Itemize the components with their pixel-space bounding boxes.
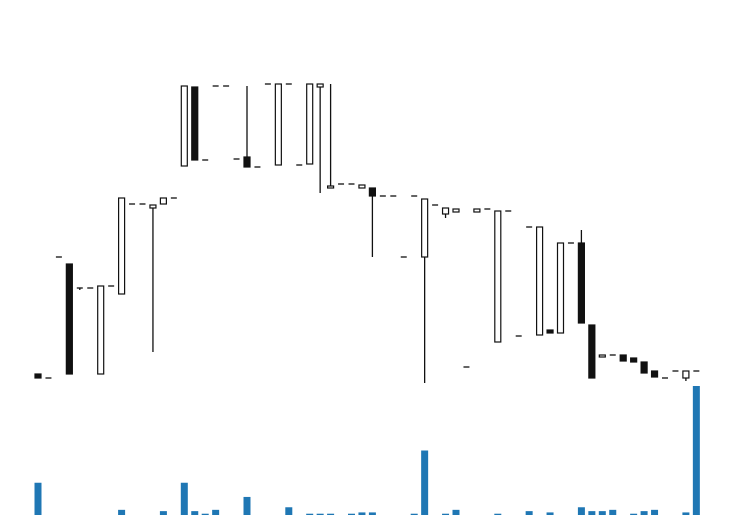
candle-body-up [473, 208, 481, 213]
candle [159, 197, 167, 205]
candle [117, 197, 126, 295]
candle [191, 86, 199, 161]
volume-bar [348, 513, 355, 515]
candle-body-down [619, 354, 627, 362]
volume-bar [682, 512, 690, 515]
volume-bar [640, 511, 648, 515]
volume-bar [212, 509, 220, 515]
candle [306, 83, 314, 165]
volume-bar [358, 512, 366, 515]
candle [556, 242, 565, 334]
candle [65, 263, 73, 375]
candle [243, 86, 251, 168]
volume-bar [368, 512, 376, 515]
volume-bar [598, 511, 606, 515]
candle [588, 324, 596, 379]
candle [682, 370, 690, 381]
candle [452, 208, 460, 213]
volume-bar [34, 482, 42, 515]
candle-body-up [117, 197, 126, 295]
volume-bar [306, 513, 314, 515]
candle [327, 84, 335, 189]
candle [473, 208, 481, 213]
candle-body-up [421, 198, 429, 258]
candle [180, 85, 188, 167]
volume-bar [588, 511, 596, 515]
candle-body-up [452, 208, 460, 213]
volume-bar [118, 509, 126, 515]
candle [76, 287, 83, 290]
candle [598, 354, 606, 358]
volume-bar [692, 386, 700, 515]
candle-body-up [598, 354, 606, 358]
candle-body-down [588, 324, 596, 379]
volume-bar [494, 513, 502, 515]
candle [97, 285, 105, 375]
candle-body-up [535, 226, 544, 336]
volume-bar [651, 509, 659, 515]
candle [358, 184, 366, 189]
candle [274, 83, 282, 166]
candle-body-up [441, 207, 450, 215]
volume-bar [421, 450, 429, 515]
volume-bar [546, 512, 554, 515]
volume-bar [609, 509, 617, 515]
candle [577, 230, 586, 324]
candle-body-down [650, 370, 659, 378]
candle-body-up [327, 185, 335, 189]
volume-bar [630, 513, 638, 515]
candle-body-up [494, 210, 502, 343]
candle [535, 226, 544, 336]
candle [494, 210, 502, 343]
volume-bar [243, 496, 251, 515]
volume-bar [159, 511, 167, 515]
candle-body-up [306, 83, 314, 165]
candle [619, 354, 627, 362]
volume-bar [410, 513, 418, 515]
candle [640, 361, 648, 374]
candle-body-down [546, 329, 554, 334]
candle-body-up [316, 83, 324, 88]
volume-bar [316, 513, 324, 515]
candle-body-down [191, 86, 199, 161]
candle [650, 370, 659, 378]
volume-bar [285, 507, 293, 515]
price-candles [34, 83, 700, 383]
candle-body-up [556, 242, 565, 334]
candle [368, 187, 376, 257]
candle-body-down [577, 242, 586, 324]
candle-body-up [682, 370, 690, 379]
candle-body-up [180, 85, 188, 167]
candle-body-down [243, 156, 251, 168]
volume-bar [327, 513, 335, 515]
candle [421, 198, 429, 383]
candle-body-up [274, 83, 282, 166]
volume-bars [34, 386, 700, 515]
candle [34, 373, 42, 379]
volume-bar [452, 509, 460, 515]
candle-body-down [640, 361, 648, 374]
candle [316, 83, 324, 193]
candle-body-up [159, 197, 167, 205]
volume-bar [442, 513, 450, 515]
volume-bar [201, 513, 209, 515]
candle [441, 207, 450, 218]
candle-body-up [97, 285, 105, 375]
candle-body-down [368, 187, 376, 197]
volume-bar [191, 511, 199, 515]
volume-bar [525, 511, 533, 515]
volume-bar [180, 482, 188, 515]
candle [630, 357, 638, 363]
volume-bar [577, 507, 585, 515]
candle-body-up [149, 204, 157, 209]
candle-body-down [65, 263, 73, 375]
candle-body-down [34, 373, 42, 379]
candle [546, 329, 554, 334]
candle-body-up [358, 184, 366, 189]
candle [149, 204, 157, 352]
candle-body-down [630, 357, 638, 363]
